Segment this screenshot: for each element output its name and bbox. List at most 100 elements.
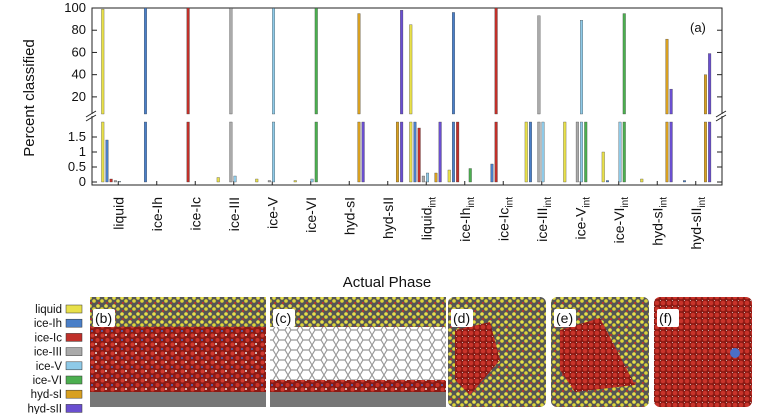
bar [541, 121, 545, 183]
bar [438, 121, 442, 183]
snapshot-label: (c) [275, 310, 291, 326]
x-tick-label-text: ice-III [534, 208, 550, 242]
lower-frame [91, 116, 723, 186]
bar [426, 172, 429, 183]
snapshot-label-bg [451, 309, 473, 327]
bar [468, 168, 472, 183]
bar [105, 139, 109, 183]
x-tick-label: ice-V [264, 196, 280, 229]
axis-break [85, 110, 727, 122]
snapshot-label: (e) [556, 310, 573, 326]
x-tick-label: liquid [110, 197, 126, 230]
bar [229, 121, 233, 183]
x-axis-label: Actual Phase [343, 274, 431, 291]
bar [272, 8, 275, 115]
x-tick-label-text: liquid [418, 208, 434, 241]
snapshot-label-bg [273, 309, 295, 327]
bar [413, 121, 417, 183]
snapshot-label: (b) [95, 310, 112, 326]
y-tick-label: 0.5 [68, 159, 86, 174]
y-axis-label: Percent classified [21, 39, 38, 157]
snapshot-ice [560, 318, 635, 392]
bar [665, 121, 669, 183]
legend-swatch [65, 347, 83, 356]
x-tick-label-subscript: int [581, 197, 592, 208]
bar [101, 8, 105, 115]
bar [580, 121, 583, 183]
bar [272, 121, 275, 183]
bar [669, 121, 673, 183]
upper-frame [91, 7, 723, 114]
bar [434, 172, 438, 183]
legend-label: ice-Ih [34, 318, 62, 330]
bar [529, 121, 532, 183]
bar [640, 178, 644, 183]
x-tick-label-text: hyd-sII [688, 208, 704, 250]
x-tick-label: hyd-sI [341, 197, 357, 235]
x-tick-label: hyd-sIint [649, 197, 669, 246]
bar [314, 7, 318, 115]
x-tick-label-text: ice-V [572, 207, 588, 240]
bar [421, 175, 425, 183]
y-tick-label: 0 [79, 174, 86, 189]
legend-label: hyd-sII [27, 403, 62, 414]
snapshot-liquid [90, 297, 266, 327]
bar [683, 180, 686, 183]
bar [451, 121, 455, 183]
legend-swatch [65, 404, 83, 413]
bar [669, 88, 673, 115]
x-tick-label-text: ice-Ic [495, 208, 511, 241]
x-tick-label-subscript: int [658, 197, 669, 208]
legend-label: liquid [35, 304, 62, 316]
bar [143, 121, 147, 183]
y-tick-label: 80 [72, 22, 86, 37]
x-tick-label-text: ice-VI [303, 197, 319, 233]
x-tick-label-text: ice-V [264, 196, 280, 229]
bar [357, 121, 361, 183]
bar [233, 175, 237, 183]
bar [400, 10, 404, 115]
x-tick-label-subscript: int [504, 197, 515, 208]
bar [622, 121, 626, 183]
snapshot-substrate [270, 392, 446, 407]
bar [310, 178, 314, 183]
bar [704, 74, 707, 115]
legend-swatch [65, 389, 83, 399]
x-tick-label-text: ice-Ih [149, 197, 165, 231]
x-tick-label-text: hyd-sI [341, 197, 357, 235]
legend-label: ice-VI [33, 375, 62, 387]
snapshot-label-bg [554, 309, 576, 327]
bar [293, 180, 297, 183]
bar [708, 121, 712, 183]
bar [665, 38, 669, 115]
snapshot-label: (d) [453, 310, 470, 326]
x-tick-label: ice-Ihint [457, 197, 477, 242]
bar [601, 151, 605, 183]
bar [524, 121, 528, 183]
bar [456, 121, 460, 183]
x-tick-label-subscript: int [697, 197, 708, 208]
bar [537, 15, 541, 115]
y-tick-label: 1.5 [68, 129, 86, 144]
x-tick-label-text: ice-III [226, 197, 242, 231]
y-tick-label: 40 [72, 67, 86, 82]
bar [584, 121, 588, 183]
x-tick-label: hyd-sII [380, 197, 396, 239]
bar [618, 121, 622, 183]
bar [417, 127, 421, 183]
bar [395, 121, 399, 183]
snapshot-label: (f) [659, 310, 672, 326]
y-tick-label: 100 [64, 0, 86, 15]
bar [229, 8, 233, 115]
y-tick-label: 1 [79, 144, 86, 159]
bar [494, 7, 498, 115]
x-tick-label-text: ice-Ih [457, 208, 473, 242]
bar [216, 177, 220, 183]
bar [361, 121, 365, 183]
x-tick-label-text: liquid [110, 197, 126, 230]
x-tick-label-text: hyd-sI [649, 208, 665, 246]
x-tick-label-text: ice-Ic [187, 197, 203, 230]
x-tick-label: ice-Vint [572, 197, 592, 240]
bar [409, 121, 413, 183]
